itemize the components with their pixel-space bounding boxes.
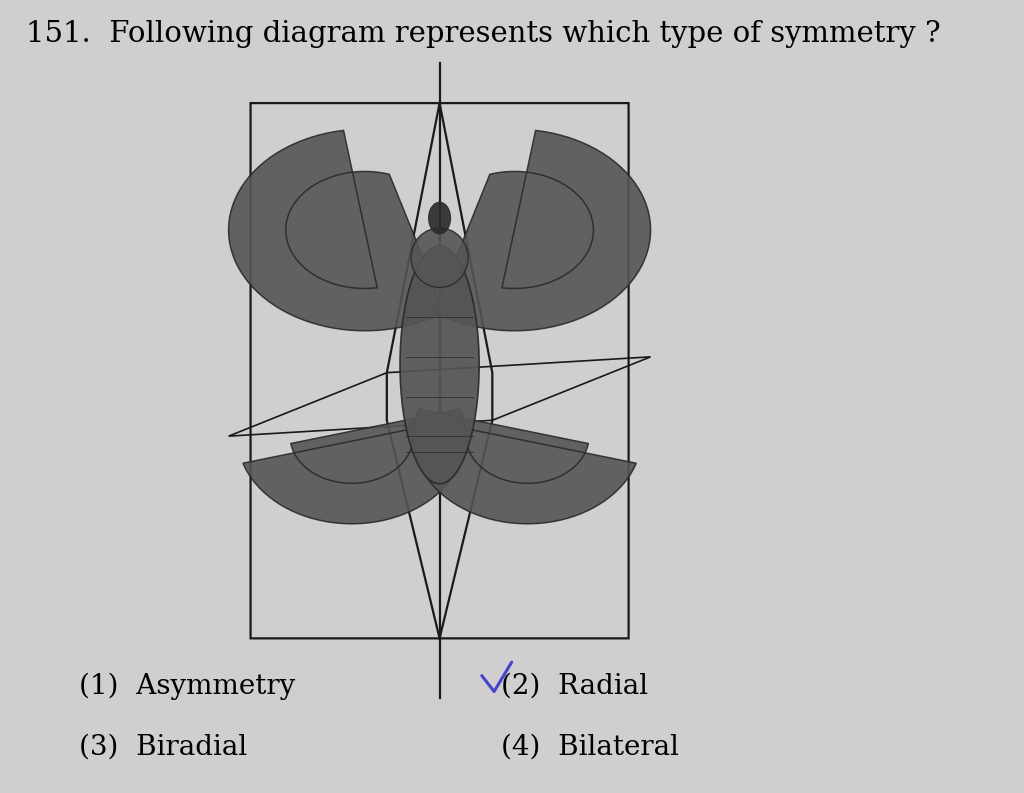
Text: (3)  Biradial: (3) Biradial xyxy=(79,734,248,760)
Text: 151.  Following diagram represents which type of symmetry ?: 151. Following diagram represents which … xyxy=(27,20,941,48)
Polygon shape xyxy=(228,130,445,331)
Polygon shape xyxy=(434,130,650,331)
Text: (2)  Radial: (2) Radial xyxy=(501,672,648,699)
Ellipse shape xyxy=(411,228,468,287)
Ellipse shape xyxy=(400,246,479,484)
Text: (1)  Asymmetry: (1) Asymmetry xyxy=(79,672,295,699)
Text: (4)  Bilateral: (4) Bilateral xyxy=(501,734,679,760)
Polygon shape xyxy=(243,409,466,523)
Polygon shape xyxy=(414,409,636,523)
Ellipse shape xyxy=(429,202,451,234)
